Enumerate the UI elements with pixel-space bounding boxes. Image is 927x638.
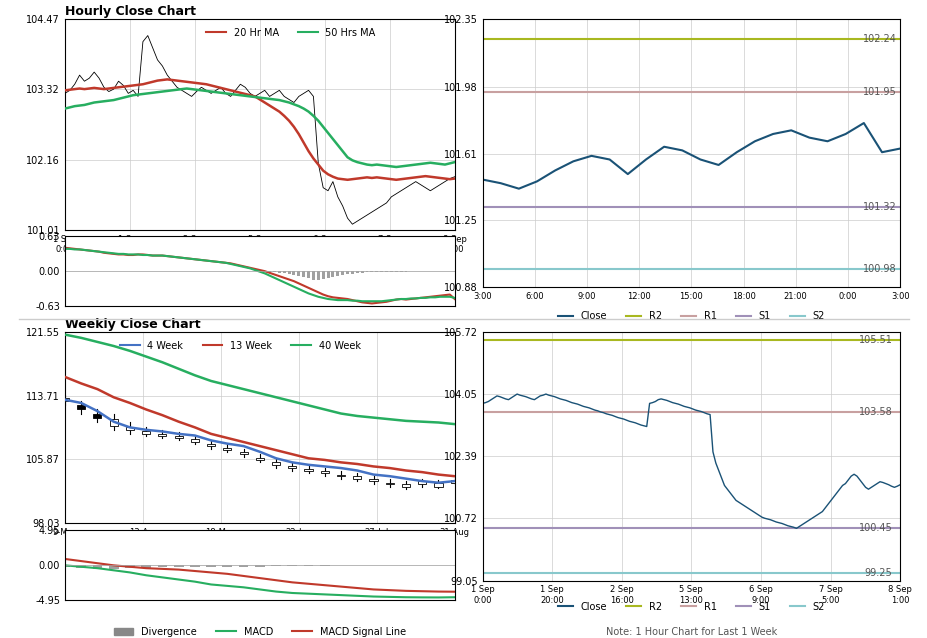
Text: Weekly Close Chart: Weekly Close Chart	[65, 318, 200, 330]
Text: 101.95: 101.95	[862, 87, 895, 97]
Bar	[173, 565, 184, 567]
Bar	[271, 565, 281, 566]
Bar	[126, 427, 133, 430]
Bar	[304, 469, 312, 470]
Bar	[341, 271, 344, 275]
Text: 100.98: 100.98	[862, 264, 895, 274]
Bar	[346, 271, 349, 274]
Bar	[108, 565, 119, 569]
Bar	[369, 478, 377, 481]
Bar	[159, 434, 166, 436]
Legend: Close, R2, R1, S1, S2: Close, R2, R1, S1, S2	[553, 598, 828, 616]
Bar	[331, 271, 334, 277]
Bar	[76, 565, 86, 568]
Bar	[141, 565, 151, 568]
Bar	[222, 565, 232, 567]
Bar	[292, 271, 295, 275]
Bar	[125, 565, 134, 568]
Bar	[288, 466, 296, 468]
Bar	[287, 271, 290, 274]
Text: Note: 1 Hour Chart for Last 24 Hours: Note: 1 Hour Chart for Last 24 Hours	[601, 338, 781, 348]
Text: 102.24: 102.24	[862, 34, 895, 44]
Legend: 20 Hr MA, 50 Hrs MA: 20 Hr MA, 50 Hrs MA	[202, 24, 379, 41]
Bar	[256, 458, 263, 460]
Bar	[283, 271, 286, 273]
Bar	[365, 271, 368, 272]
Bar	[239, 452, 248, 454]
Text: 100.45: 100.45	[857, 523, 892, 533]
Legend: Close, R2, R1, S1, S2: Close, R2, R1, S1, S2	[553, 308, 828, 325]
Bar	[307, 271, 310, 278]
Bar	[223, 448, 231, 450]
Bar	[302, 271, 305, 278]
Bar	[94, 413, 101, 418]
Bar	[297, 271, 300, 276]
Bar	[287, 565, 297, 566]
Bar	[303, 565, 313, 566]
Text: Note: 1 Hour Chart for Last 1 Week: Note: 1 Hour Chart for Last 1 Week	[605, 627, 776, 637]
Bar	[350, 271, 353, 274]
Bar	[272, 463, 280, 465]
Bar	[174, 436, 183, 438]
Bar	[206, 565, 216, 567]
Bar	[451, 480, 458, 483]
Bar	[401, 484, 410, 487]
Bar	[142, 431, 150, 434]
Bar	[238, 565, 248, 567]
Legend: 4 Week, 13 Week, 40 Week: 4 Week, 13 Week, 40 Week	[116, 337, 364, 354]
Text: 105.51: 105.51	[857, 334, 892, 345]
Bar	[361, 271, 363, 273]
Text: 101.32: 101.32	[862, 202, 895, 212]
Bar	[191, 439, 198, 442]
Bar	[434, 483, 442, 487]
Bar	[77, 405, 85, 410]
Bar	[273, 271, 275, 272]
Bar	[255, 565, 264, 567]
Text: 99.25: 99.25	[864, 568, 892, 578]
Bar	[207, 443, 215, 446]
Bar	[60, 565, 70, 567]
Legend: Divergence, MACD, MACD Signal Line: Divergence, MACD, MACD Signal Line	[110, 329, 409, 347]
Bar	[320, 565, 329, 566]
Bar	[418, 481, 425, 484]
Bar	[353, 476, 361, 478]
Bar	[158, 565, 167, 567]
Bar	[190, 565, 199, 567]
Bar	[322, 271, 324, 279]
Bar	[321, 470, 328, 473]
Text: Hourly Close Chart: Hourly Close Chart	[65, 5, 196, 18]
Bar	[326, 271, 329, 278]
Bar	[277, 271, 281, 273]
Text: 103.58: 103.58	[857, 406, 892, 417]
Bar	[336, 271, 339, 276]
Bar	[337, 475, 345, 476]
Bar	[93, 565, 102, 569]
Bar	[61, 398, 69, 401]
Bar	[355, 271, 359, 273]
Bar	[386, 483, 393, 484]
Bar	[109, 419, 118, 426]
Bar	[311, 271, 314, 279]
Bar	[316, 271, 320, 279]
Legend: Divergence, MACD, MACD Signal Line: Divergence, MACD, MACD Signal Line	[110, 623, 409, 638]
